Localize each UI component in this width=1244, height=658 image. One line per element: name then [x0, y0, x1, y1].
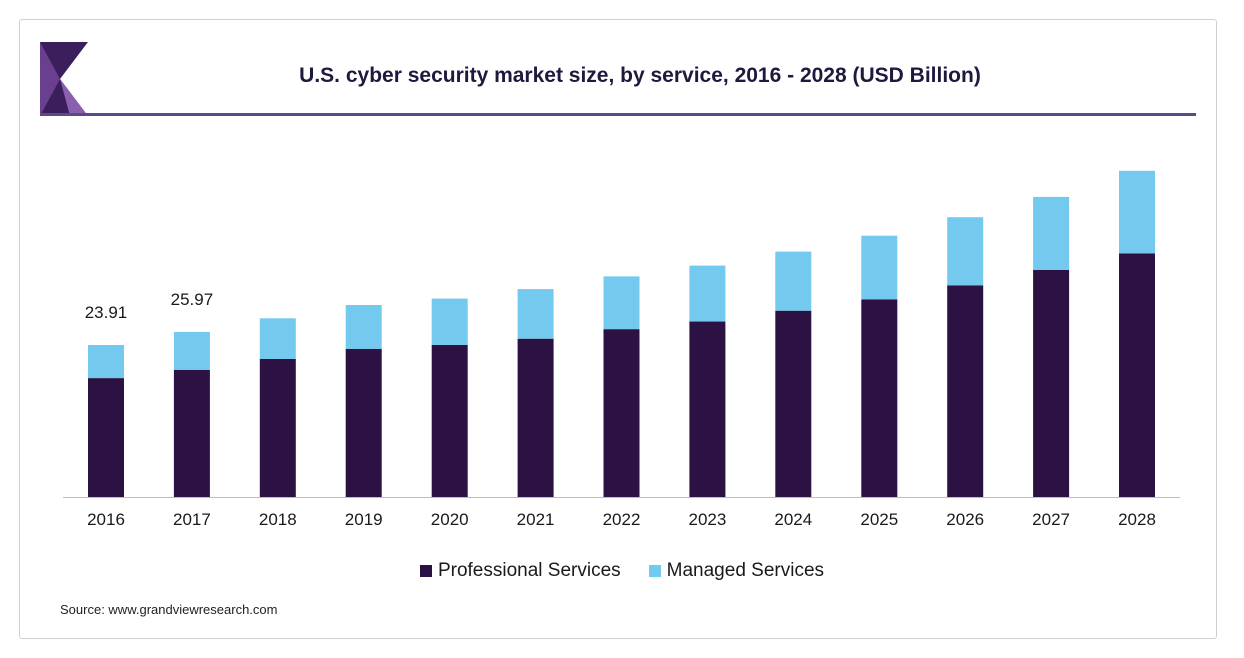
bar-chart: 2016 23.91 2017 25.97 2018 2019 2020 2021 2022 20… — [63, 170, 1180, 529]
title-divider — [40, 113, 1196, 116]
legend-swatch-managed — [648, 565, 661, 577]
bar-managed-2022 — [603, 276, 640, 330]
bar-managed-2018 — [259, 318, 296, 359]
legend-item-professional: Professional Services — [419, 560, 621, 582]
legend-swatch-professional — [419, 565, 432, 577]
bar-professional-2024 — [775, 310, 812, 497]
x-tick-label-2019: 2019 — [345, 510, 383, 529]
data-label-2016: 23.91 — [85, 303, 128, 322]
x-tick-label-2028: 2028 — [1118, 510, 1156, 529]
bar-managed-2019 — [345, 305, 382, 349]
bar-professional-2025 — [861, 299, 898, 497]
bar-managed-2027 — [1033, 196, 1070, 270]
bar-managed-2028 — [1119, 170, 1155, 254]
chart-title: U.S. cyber security market size, by serv… — [299, 64, 981, 87]
bar-professional-2028 — [1119, 253, 1155, 497]
bar-professional-2023 — [689, 321, 726, 497]
bar-professional-2016 — [88, 378, 124, 497]
brand-logo — [40, 42, 88, 116]
legend: Professional Services Managed Services — [0, 560, 1244, 582]
bar-managed-2024 — [775, 251, 812, 311]
bar-professional-2019 — [345, 348, 382, 497]
x-tick-label-2025: 2025 — [860, 510, 898, 529]
bar-professional-2022 — [603, 329, 640, 497]
x-tick-label-2023: 2023 — [688, 510, 726, 529]
bar-managed-2025 — [861, 235, 898, 300]
source-note: Source: www.grandviewresearch.com — [60, 602, 278, 617]
bar-professional-2027 — [1033, 270, 1070, 497]
bar-managed-2017 — [173, 331, 210, 370]
bar-managed-2021 — [517, 289, 554, 339]
bar-professional-2026 — [947, 285, 984, 497]
bar-managed-2020 — [431, 298, 468, 345]
x-tick-label-2018: 2018 — [259, 510, 297, 529]
bar-managed-2026 — [947, 217, 984, 286]
x-tick-label-2020: 2020 — [431, 510, 469, 529]
x-tick-label-2027: 2027 — [1032, 510, 1070, 529]
bar-managed-2016 — [88, 345, 124, 379]
bar-professional-2017 — [173, 369, 210, 497]
x-tick-label-2024: 2024 — [774, 510, 812, 529]
legend-label-managed: Managed Services — [666, 560, 825, 581]
bar-professional-2018 — [259, 359, 296, 497]
x-tick-label-2022: 2022 — [603, 510, 641, 529]
bar-professional-2020 — [431, 345, 468, 497]
legend-label-professional: Professional Services — [437, 560, 621, 581]
bar-professional-2021 — [517, 338, 554, 497]
x-tick-label-2016: 2016 — [87, 510, 125, 529]
legend-item-managed: Managed Services — [648, 560, 825, 582]
bar-managed-2023 — [689, 265, 726, 322]
x-tick-label-2021: 2021 — [517, 510, 555, 529]
data-label-2017: 25.97 — [171, 290, 214, 309]
x-tick-label-2026: 2026 — [946, 510, 984, 529]
x-tick-label-2017: 2017 — [173, 510, 211, 529]
